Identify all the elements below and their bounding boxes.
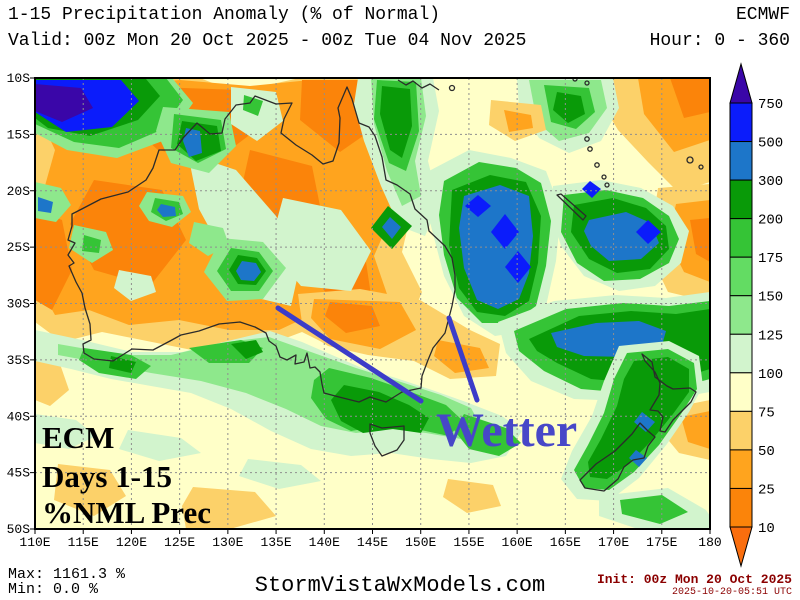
island-fragment xyxy=(584,80,590,86)
x-tick-label: 135E xyxy=(260,535,291,550)
colorbar-segment xyxy=(729,218,753,258)
colorbar-tick-label: 10 xyxy=(758,521,775,537)
colorbar-tick-label: 175 xyxy=(758,251,783,267)
x-tick-label: 130E xyxy=(212,535,243,550)
chart-title: 1-15 Precipitation Anomaly (% of Normal) xyxy=(8,5,441,25)
gridlines xyxy=(35,78,710,529)
vanuatu-island xyxy=(587,146,593,152)
y-tick-label: 45S xyxy=(7,466,31,481)
island-fragment xyxy=(448,84,456,92)
min-value: Min: 0.0 % xyxy=(8,581,99,598)
x-tick-label: 165E xyxy=(550,535,581,550)
colorbar-tick-label: 125 xyxy=(758,328,783,344)
colorbar-tick-label: 300 xyxy=(758,174,783,190)
vanuatu-island xyxy=(594,162,600,168)
colorbar-tick-label: 50 xyxy=(758,444,775,460)
colorbar-segment xyxy=(729,449,753,489)
init-time: Init: 00z Mon 20 Oct 2025 xyxy=(596,572,792,587)
annotation-pointer-line xyxy=(275,305,424,404)
x-tick-label: 120E xyxy=(116,535,147,550)
australia-coastline xyxy=(67,86,456,403)
colorbar: 750 500 300 200 175 150 125 100 75 50 25 10 xyxy=(729,62,783,568)
png-coastline-fragment xyxy=(397,79,440,91)
colorbar-segment xyxy=(729,410,753,451)
nz-south-island-coastline xyxy=(579,422,656,492)
colorbar-tick-label: 500 xyxy=(758,136,783,152)
colorbar-tick-label: 150 xyxy=(758,290,783,306)
coastlines xyxy=(67,78,704,492)
y-tick-label: 30S xyxy=(7,297,31,312)
colorbar-segment xyxy=(729,372,753,412)
colorbar-arrow-top xyxy=(729,62,753,104)
x-tick-label: 115E xyxy=(68,535,99,550)
x-tick-label: 140E xyxy=(309,535,340,550)
y-tick-label: 40S xyxy=(7,409,31,424)
nz-north-island-coastline xyxy=(641,353,697,433)
vanuatu-island xyxy=(604,182,610,188)
x-tick-label: 110E xyxy=(19,535,50,550)
y-tick-label: 10S xyxy=(7,71,31,86)
max-value: Max: 1161.3 % xyxy=(8,566,126,583)
corner-label-param: %NML Prec xyxy=(42,495,211,530)
tasmania-coastline xyxy=(369,423,405,457)
colorbar-tick-label: 25 xyxy=(758,482,775,498)
y-tick-label: 15S xyxy=(7,127,31,142)
colorbar-segment xyxy=(729,179,753,220)
annotation-pointer-line xyxy=(446,315,480,403)
x-tick-label: 145E xyxy=(357,535,388,550)
colorbar-tick-label: 750 xyxy=(758,97,783,113)
y-tick-label: 50S xyxy=(7,522,31,537)
colorbar-tick-label: 100 xyxy=(758,367,783,383)
colorbar-tick-label: 200 xyxy=(758,213,783,229)
hour-range: Hour: 0 - 360 xyxy=(649,31,790,51)
colorbar-segment xyxy=(729,141,753,181)
x-tick-label: 150E xyxy=(405,535,436,550)
colorbar-segment xyxy=(729,487,753,528)
corner-label-model: ECM xyxy=(42,420,114,455)
fiji-island xyxy=(686,156,694,164)
y-tick-label: 25S xyxy=(7,240,31,255)
precip-anomaly-contours xyxy=(35,78,710,529)
x-tick-label: 155E xyxy=(453,535,484,550)
colorbar-tick-label: 75 xyxy=(758,405,775,421)
model-label: ECMWF xyxy=(735,5,790,25)
init-utc-time: 2025-10-20-05:51 UTC xyxy=(671,587,792,598)
colorbar-segment xyxy=(729,102,753,143)
y-axis: 10S 15S 20S 25S 30S 35S 40S 45S 50S xyxy=(7,71,35,537)
annotation-group: Wetter ECM Days 1-15 %NML Prec xyxy=(42,305,577,530)
corner-label-days: Days 1-15 xyxy=(42,459,172,494)
x-tick-label: 160E xyxy=(502,535,533,550)
vanuatu-island xyxy=(584,136,590,142)
y-tick-label: 35S xyxy=(7,353,31,368)
x-tick-label: 180 xyxy=(698,535,721,550)
colorbar-segment xyxy=(729,333,753,374)
site-watermark: StormVistaWxModels.com xyxy=(254,573,546,598)
x-axis: 110E 115E 120E 125E 130E 135E 140E 145E 150E 155E… xyxy=(19,529,722,550)
valid-range: Valid: 00z Mon 20 Oct 2025 - 00z Tue 04 … xyxy=(8,31,527,51)
y-tick-label: 20S xyxy=(7,184,31,199)
colorbar-segment xyxy=(729,295,753,335)
x-tick-label: 175E xyxy=(646,535,677,550)
x-tick-label: 125E xyxy=(164,535,195,550)
wetter-annotation: Wetter xyxy=(436,404,577,457)
new-caledonia-coastline xyxy=(556,193,587,221)
fiji-island xyxy=(698,164,704,170)
colorbar-arrow-bottom xyxy=(729,526,753,568)
colorbar-segment xyxy=(729,256,753,297)
x-tick-label: 170E xyxy=(598,535,629,550)
vanuatu-island xyxy=(601,174,607,180)
